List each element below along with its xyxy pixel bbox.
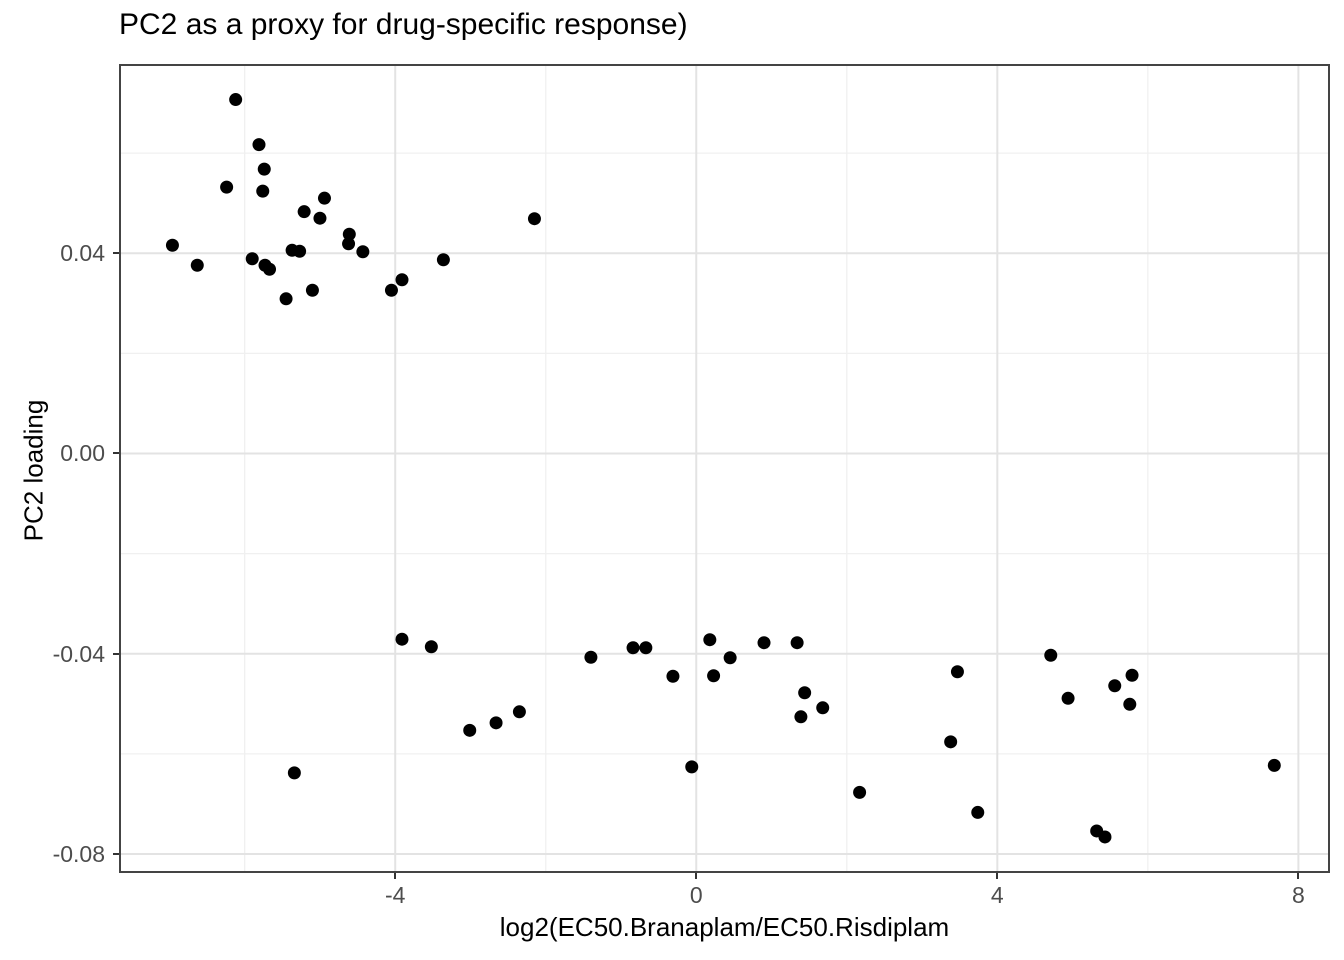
data-point [489, 716, 503, 730]
data-point [703, 633, 717, 647]
data-point [165, 238, 179, 252]
data-point [436, 253, 450, 267]
data-point [395, 273, 409, 287]
y-tick-label: -0.04 [52, 640, 105, 667]
data-point [666, 669, 680, 683]
x-tick-mark [695, 873, 698, 879]
data-point [245, 252, 259, 266]
x-tick-label: 4 [990, 882, 1004, 908]
y-tick-label: 0.04 [60, 240, 105, 267]
x-tick-label: 0 [689, 882, 703, 908]
data-point [950, 665, 964, 679]
y-tick-label: -0.08 [52, 840, 105, 867]
data-point [263, 262, 277, 276]
data-point [395, 632, 409, 646]
data-point [527, 212, 541, 226]
data-point [257, 162, 271, 176]
data-point [626, 641, 640, 655]
data-point [757, 636, 771, 650]
data-point [190, 258, 204, 272]
y-tick-label: 0.00 [60, 440, 105, 467]
y-tick-mark [113, 252, 119, 255]
data-point [342, 237, 356, 251]
data-point [853, 785, 867, 799]
data-point [723, 651, 737, 665]
data-point [297, 205, 311, 219]
data-point [584, 650, 598, 664]
plot-panel [119, 64, 1330, 873]
data-point [1267, 758, 1281, 772]
data-point [944, 735, 958, 749]
data-point [342, 227, 356, 241]
data-point [512, 705, 526, 719]
data-point [1125, 668, 1139, 682]
plot-canvas [121, 66, 1328, 871]
data-point [229, 93, 243, 107]
x-tick-label: -4 [384, 882, 406, 908]
x-tick-mark [394, 873, 397, 879]
data-point [639, 641, 653, 655]
data-point [685, 760, 699, 774]
data-point [424, 640, 438, 654]
data-point [1098, 830, 1112, 844]
data-point [256, 184, 270, 198]
data-point [1108, 679, 1122, 693]
data-point [463, 723, 477, 737]
data-point [279, 292, 293, 306]
data-point [971, 805, 985, 819]
data-point [816, 701, 830, 715]
data-point [220, 180, 234, 194]
data-point [305, 283, 319, 297]
data-point [1123, 697, 1137, 711]
x-tick-mark [1297, 873, 1300, 879]
y-tick-mark [113, 852, 119, 855]
x-tick-mark [996, 873, 999, 879]
data-point [252, 138, 266, 152]
data-point [384, 283, 398, 297]
data-point [313, 211, 327, 225]
data-point [1044, 648, 1058, 662]
data-point [287, 766, 301, 780]
data-point [794, 710, 808, 724]
x-axis-title: log2(EC50.Branaplam/EC50.Risdiplam [499, 912, 950, 942]
y-axis-title: PC2 loading [18, 399, 49, 542]
data-point [356, 245, 370, 259]
data-point [293, 244, 307, 258]
data-point [798, 686, 812, 700]
data-point [317, 191, 331, 205]
data-point [790, 636, 804, 650]
data-point [1061, 691, 1075, 705]
chart-title: PC2 as a proxy for drug-specific respons… [119, 8, 688, 41]
data-point [707, 669, 721, 683]
y-tick-mark [113, 652, 119, 655]
y-tick-mark [113, 452, 119, 455]
x-tick-label: 8 [1291, 882, 1305, 908]
